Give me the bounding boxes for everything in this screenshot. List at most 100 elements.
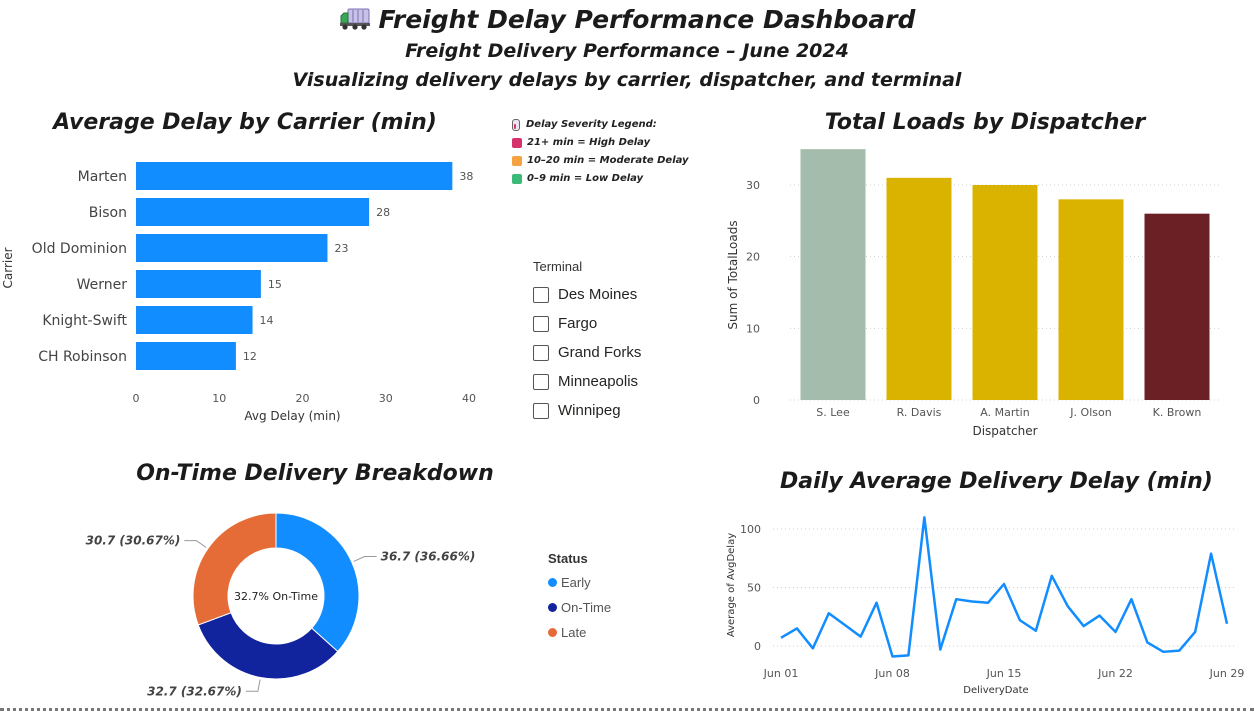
status-legend-label: Early [561, 575, 591, 590]
carrier-x-tick: 0 [133, 392, 140, 405]
line-y-tick: 100 [740, 523, 761, 536]
donut-leader-line [184, 540, 207, 548]
thermometer-icon [512, 119, 520, 131]
dispatcher-bar [1058, 199, 1124, 400]
high-delay-swatch [512, 138, 522, 148]
on-time-dot-icon [548, 603, 557, 612]
carrier-data-label: 38 [459, 170, 473, 183]
dispatcher-bar [972, 185, 1038, 400]
carrier-category-label: Werner [77, 277, 128, 293]
line-y-axis-label: Average of AvgDelay [726, 533, 737, 637]
line-x-tick: Jun 29 [1209, 667, 1245, 680]
terminal-option-winnipeg[interactable]: Winnipeg [533, 396, 641, 425]
status-legend-on-time[interactable]: On-Time [548, 595, 611, 620]
terminal-option-des-moines[interactable]: Des Moines [533, 280, 641, 309]
dispatcher-y-tick: 30 [746, 179, 760, 192]
terminal-option-label: Minneapolis [558, 373, 639, 390]
terminal-option-minneapolis[interactable]: Minneapolis [533, 367, 641, 396]
carrier-bar [136, 342, 236, 370]
carrier-category-label: Knight-Swift [42, 313, 127, 329]
donut-data-label: 32.7 (32.67%) [147, 684, 242, 698]
carrier-category-label: Marten [78, 169, 127, 185]
dispatcher-y-axis-label: Sum of TotalLoads [726, 220, 740, 329]
on-time-donut-chart[interactable]: 36.7 (36.66%) 32.7 (32.67%) 30.7 (30.67%) 3… [60, 495, 500, 700]
carrier-bar [136, 198, 370, 226]
dispatcher-x-tick: R. Davis [897, 406, 942, 419]
donut-slice-late [192, 512, 277, 626]
line-chart-title: Daily Average Delivery Delay (min) [780, 469, 1213, 494]
early-dot-icon [548, 578, 557, 587]
carrier-bar [136, 162, 453, 190]
status-legend-title: Status [548, 551, 588, 566]
late-dot-icon [548, 628, 557, 637]
checkbox[interactable] [533, 286, 549, 303]
donut-leader-line [245, 679, 261, 692]
donut-chart-title: On-Time Delivery Breakdown [136, 461, 494, 486]
daily-delay-line [780, 516, 1229, 658]
carrier-bar [136, 306, 253, 334]
checkbox[interactable] [533, 373, 549, 390]
carrier-x-tick: 10 [212, 392, 226, 405]
dispatcher-x-tick: J. Olson [1069, 406, 1111, 419]
carrier-x-tick: 30 [379, 392, 393, 405]
dispatcher-loads-chart[interactable]: 0 10 20 30 S. Lee R. Davis A. Martin J. Olson K.… [715, 140, 1245, 440]
truck-icon [339, 7, 371, 37]
terminal-slicer-title: Terminal [533, 259, 583, 274]
carrier-category-label: Bison [89, 205, 127, 221]
dispatcher-bar [1144, 213, 1210, 400]
dashboard-subtitle: Freight Delivery Performance – June 2024 [405, 40, 849, 62]
terminal-option-label: Winnipeg [558, 402, 621, 419]
checkbox[interactable] [533, 402, 549, 419]
status-legend-label: Late [561, 625, 587, 640]
dispatcher-x-tick: K. Brown [1153, 406, 1202, 419]
terminal-option-label: Fargo [558, 315, 598, 332]
terminal-option-fargo[interactable]: Fargo [533, 309, 641, 338]
status-legend-label: On-Time [561, 600, 612, 615]
dispatcher-y-tick: 10 [746, 322, 760, 335]
carrier-data-label: 12 [243, 350, 257, 363]
carrier-data-label: 23 [334, 242, 348, 255]
dashboard-title-row: Freight Delay Performance Dashboard [0, 5, 1254, 37]
dispatcher-chart-title: Total Loads by Dispatcher [824, 110, 1146, 135]
dispatcher-x-axis-label: Dispatcher [972, 424, 1037, 438]
line-y-tick: 0 [754, 640, 761, 653]
carrier-delay-chart[interactable]: Marten 38 Bison 28 Old Dominion 23 Werner 15 Kni… [0, 140, 500, 430]
terminal-option-grand-forks[interactable]: Grand Forks [533, 338, 641, 367]
severity-legend-item: 21+ min = High Delay [512, 134, 689, 152]
severity-legend-item: 10–20 min = Moderate Delay [512, 152, 689, 170]
dispatcher-x-tick: A. Martin [980, 406, 1029, 419]
line-x-tick: Jun 08 [874, 667, 910, 680]
status-legend-early[interactable]: Early [548, 570, 611, 595]
page-bottom-border [0, 708, 1254, 711]
dispatcher-y-tick: 20 [746, 251, 760, 264]
status-legend-late[interactable]: Late [548, 620, 611, 645]
carrier-bar [136, 270, 261, 298]
dispatcher-bar [886, 177, 952, 400]
line-x-tick: Jun 22 [1097, 667, 1133, 680]
severity-legend-label: 0–9 min = Low Delay [527, 173, 644, 184]
carrier-bar [136, 234, 328, 262]
carrier-data-label: 15 [268, 278, 282, 291]
carrier-data-label: 28 [376, 206, 390, 219]
donut-leader-line [353, 556, 377, 562]
line-x-axis-label: DeliveryDate [963, 685, 1028, 696]
donut-center-label: 32.7% On-Time [234, 590, 318, 603]
severity-legend-label: 21+ min = High Delay [527, 137, 651, 148]
line-x-tick: Jun 15 [986, 667, 1022, 680]
dashboard-title: Freight Delay Performance Dashboard [378, 5, 916, 34]
carrier-category-label: CH Robinson [38, 349, 127, 365]
checkbox[interactable] [533, 315, 549, 332]
donut-data-label: 36.7 (36.66%) [381, 550, 476, 564]
checkbox[interactable] [533, 344, 549, 361]
moderate-delay-swatch [512, 156, 522, 166]
severity-legend-label: 10–20 min = Moderate Delay [527, 155, 689, 166]
terminal-slicer: Terminal Des Moines Fargo Grand Forks Mi… [533, 259, 641, 425]
severity-legend-title: Delay Severity Legend: [526, 119, 657, 130]
daily-delay-line-chart[interactable]: 0 50 100 Jun 01 Jun 08 Jun 15 Jun 22 Jun 29 Deli… [715, 500, 1250, 700]
terminal-option-label: Grand Forks [558, 344, 642, 361]
donut-slice-on-time [197, 612, 339, 680]
terminal-option-label: Des Moines [558, 286, 638, 303]
severity-legend-item: 0–9 min = Low Delay [512, 170, 689, 188]
line-x-tick: Jun 01 [763, 667, 799, 680]
carrier-x-tick: 40 [462, 392, 476, 405]
